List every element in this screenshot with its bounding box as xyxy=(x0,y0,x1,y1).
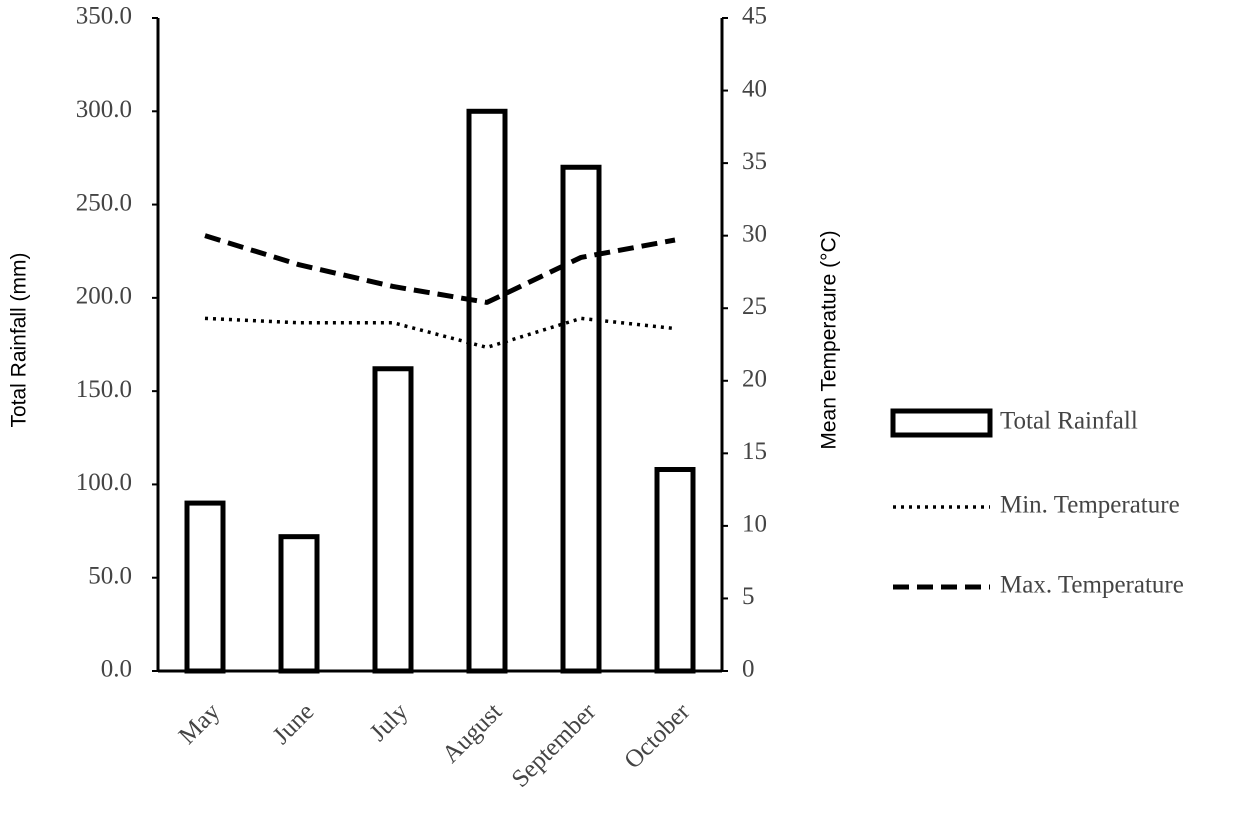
y-tick-label: 300.0 xyxy=(76,96,132,123)
legend-swatch xyxy=(890,408,993,438)
y2-tick-label: 20 xyxy=(742,366,767,393)
x-tick-label: May xyxy=(174,698,226,750)
y2-tick-label: 15 xyxy=(742,438,767,465)
y-tick-label: 50.0 xyxy=(88,562,132,589)
bar xyxy=(372,366,414,674)
line xyxy=(204,316,676,350)
x-tick-label: August xyxy=(437,698,507,768)
y2-axis-title: Mean Temperature (°C) xyxy=(818,230,841,449)
y-tick-label: 200.0 xyxy=(76,283,132,310)
x-tick-label: October xyxy=(619,698,696,775)
y2-tick-label: 0 xyxy=(742,656,755,683)
y2-tick-label: 40 xyxy=(742,75,767,102)
legend-label: Total Rainfall xyxy=(1000,408,1138,435)
y2-tick-label: 25 xyxy=(742,293,767,320)
x-tick-label: September xyxy=(507,698,602,793)
y-tick-label: 350.0 xyxy=(76,3,132,30)
bar xyxy=(184,500,226,674)
y-tick-label: 100.0 xyxy=(76,469,132,496)
y2-tick-label: 10 xyxy=(742,511,767,538)
bar xyxy=(466,108,508,674)
y-tick-label: 250.0 xyxy=(76,189,132,216)
y-tick-label: 150.0 xyxy=(76,376,132,403)
line xyxy=(204,233,676,305)
y2-tick-label: 45 xyxy=(742,3,767,30)
y2-tick-label: 5 xyxy=(742,583,755,610)
legend-label: Min. Temperature xyxy=(1000,492,1180,519)
y-tick-label: 0.0 xyxy=(101,656,132,683)
y2-tick-label: 30 xyxy=(742,220,767,247)
bar xyxy=(654,467,696,674)
legend-label: Max. Temperature xyxy=(1000,572,1184,599)
x-tick-label: June xyxy=(268,698,319,749)
bar xyxy=(278,534,320,674)
y2-tick-label: 35 xyxy=(742,148,767,175)
y-axis-title: Total Rainfall (mm) xyxy=(8,252,31,427)
bar xyxy=(560,164,602,674)
x-tick-label: July xyxy=(365,698,414,747)
